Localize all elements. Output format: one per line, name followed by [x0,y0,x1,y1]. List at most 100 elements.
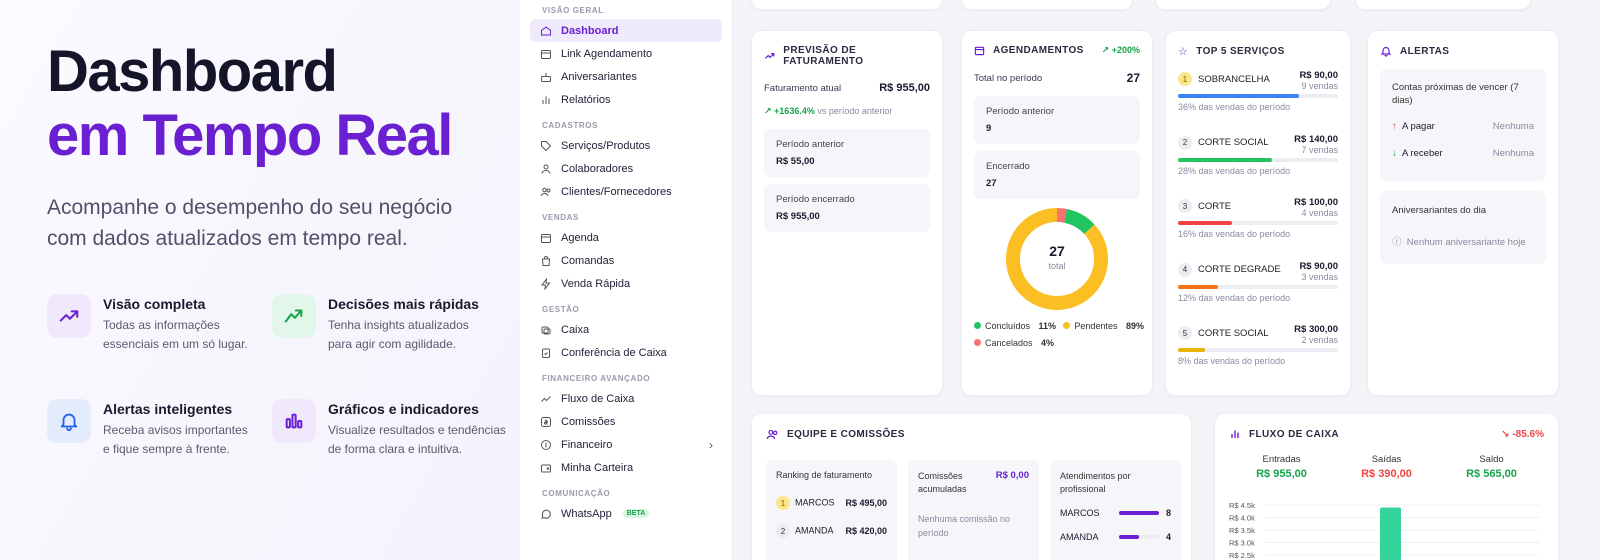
share-text: 16% das vendas do período [1178,229,1291,239]
top5-list: 1 SOBRANCELHA R$ 90,00 9 vendas 36% das vend… [1178,70,1338,388]
sidebar-item-label: Comandas [561,254,615,267]
fluxo-card: FLUXO DE CAIXA ↘ -85.6% Entradas R$ 955,… [1214,413,1559,560]
feature-decisoes: Decisões mais rápidas Tenha insights atu… [272,294,482,354]
atendimentos-box: Atendimentos por profissional MARCOS 8 AMA… [1050,460,1181,560]
feature-visao: Visão completa Todas as informações esse… [47,294,257,354]
service-name: CORTE DEGRADE [1198,264,1281,275]
hero-title-line1: Dashboard [47,39,338,104]
feature-title: Gráficos e indicadores [328,401,479,417]
sidebar-section-title: GESTÃO [542,305,580,314]
whatsapp-icon [539,507,552,520]
sidebar-item-fluxo-caixa[interactable]: Fluxo de Caixa [530,387,722,410]
y-tick-label: R$ 2.5k [1229,551,1255,560]
sidebar-item-link-agendamento[interactable]: Link Agendamento [530,42,722,65]
sidebar-item-whatsapp[interactable]: WhatsApp BETA [530,502,722,525]
sidebar-item-label: Relatórios [561,93,611,106]
card-header: PREVISÃO DE FATURAMENTO [764,45,930,67]
bar-chart-icon [539,93,552,106]
sidebar-item-label: Link Agendamento [561,47,653,60]
sidebar-item-colaboradores[interactable]: Colaboradores [530,157,722,180]
status-donut: 27 total [1005,207,1109,311]
rank-badge: 2 [1178,135,1192,150]
agendamentos-card: AGENDAMENTOS ↗ +200% Total no período 27… [961,30,1153,396]
dashboard-main: PREVISÃO DE FATURAMENTO Faturamento atua… [733,0,1600,560]
donut-legend: Concluídos 11% Pendentes 89% Cancelados … [974,321,1144,348]
share-text: 12% das vendas do período [1178,292,1291,303]
card-title: TOP 5 SERVIÇOS [1196,46,1285,57]
sidebar-item-label: Dashboard [561,24,619,37]
sidebar-item-label: Minha Carteira [561,461,634,474]
calendar-icon [974,46,985,56]
service-name: CORTE SOCIAL [1198,137,1269,148]
bell-icon [47,399,91,443]
sidebar-item-label: Aniversariantes [561,70,637,83]
sidebar-item-minha-carteira[interactable]: Minha Carteira [530,456,722,479]
feature-alertas: Alertas inteligentes Receba avisos impor… [47,399,257,459]
share-text: 28% das vendas do período [1178,165,1291,176]
atend-bar-fill [1118,511,1159,515]
sidebar-item-comissoes[interactable]: Comissões [530,410,722,433]
pagar-value: Nenhuma [1492,121,1534,132]
fluxo-chart: R$ 4.5k R$ 4.0k R$ 3.5k R$ 3.0k R$ 2.5k [1229,501,1540,560]
atend-name: AMANDA [1060,532,1099,542]
share-text: 36% das vendas do período [1178,102,1291,112]
aniv-empty: ⓘ Nenhum aniversariante hoje [1392,237,1526,248]
growth-badge: ↗ +200% [1101,45,1140,55]
sidebar-item-label: Comissões [561,415,616,428]
share-bar-fill [1178,221,1232,225]
calendar-icon [539,231,552,244]
hero: Dashboard em Tempo Real Acompanhe o dese… [47,40,517,254]
info-icon: ⓘ [1392,237,1402,248]
atend-list: MARCOS 8 AMANDA 4 [1060,508,1171,542]
atend-bar-fill [1118,535,1139,539]
sidebar-item-dashboard[interactable]: Dashboard [530,19,722,42]
top5-card: ☆ TOP 5 SERVIÇOS 1 SOBRANCELHA R$ 90,00 9 v… [1165,30,1351,396]
service-sales: 2 vendas [1301,335,1338,345]
sidebar-item-caixa[interactable]: Caixa [530,318,722,341]
chevron-right-icon[interactable]: › [709,437,713,452]
y-tick-label: R$ 3.0k [1229,539,1255,548]
saidas-value: R$ 390,00 [1361,468,1412,480]
card-header: FLUXO DE CAIXA [1229,428,1339,440]
clipboard-icon [539,346,552,359]
entradas-value: R$ 955,00 [1256,468,1307,480]
sidebar-item-conferencia-caixa[interactable]: Conferência de Caixa [530,341,722,364]
sidebar-item-clientes[interactable]: Clientes/Fornecedores [530,180,722,203]
fluxo-change: ↘ -85.6% [1501,428,1544,440]
top5-item: 5 CORTE SOCIAL R$ 300,00 2 vendas 8% das ven… [1178,324,1338,388]
sidebar-item-aniversariantes[interactable]: Aniversariantes [530,65,722,88]
atend-bar [1118,511,1159,515]
current-value: R$ 955,00 [879,82,930,94]
donut-label: total [1048,261,1066,271]
share-bar [1178,157,1338,162]
donut-slice-cancelados [1006,208,1108,310]
card-title: ALERTAS [1400,45,1450,57]
sidebar-item-agenda[interactable]: Agenda [530,226,722,249]
prev-value: 9 [986,123,992,134]
card-title: AGENDAMENTOS [993,45,1084,56]
sidebar: VISÃO GERAL Dashboard Link Agendamento A… [520,0,733,560]
y-tick-label: R$ 4.5k [1229,501,1255,510]
closed-box: Encerrado 27 [974,151,1140,199]
sidebar-item-label: Financeiro [561,438,613,451]
sidebar-item-relatorios[interactable]: Relatórios [530,88,722,111]
atend-count: 4 [1165,532,1171,542]
sidebar-item-label: Clientes/Fornecedores [561,185,672,198]
sidebar-item-label: Fluxo de Caixa [561,392,635,405]
sidebar-section-title: FINANCEIRO AVANÇADO [542,374,651,383]
sidebar-item-financeiro[interactable]: Financeiro › [530,433,722,456]
top-card-placeholder [1355,0,1531,10]
service-name: SOBRANCELHA [1198,73,1270,85]
service-sales: 9 vendas [1301,81,1338,91]
service-price: R$ 90,00 [1299,70,1338,81]
feature-desc: Receba avisos importantes e fique sempre… [103,423,248,456]
sidebar-item-servicos[interactable]: Serviços/Produtos [530,134,722,157]
comissoes-empty: Nenhuma comissão no período [918,514,1011,538]
sidebar-item-venda-rapida[interactable]: Venda Rápida [530,272,722,295]
trend-up-icon [47,294,91,338]
rank-badge: 1 [1178,72,1192,86]
total-label: Total no período [974,72,1043,84]
sidebar-item-label: Colaboradores [561,162,634,175]
atend-row: AMANDA 4 [1060,532,1171,542]
sidebar-item-comandas[interactable]: Comandas [530,249,722,272]
